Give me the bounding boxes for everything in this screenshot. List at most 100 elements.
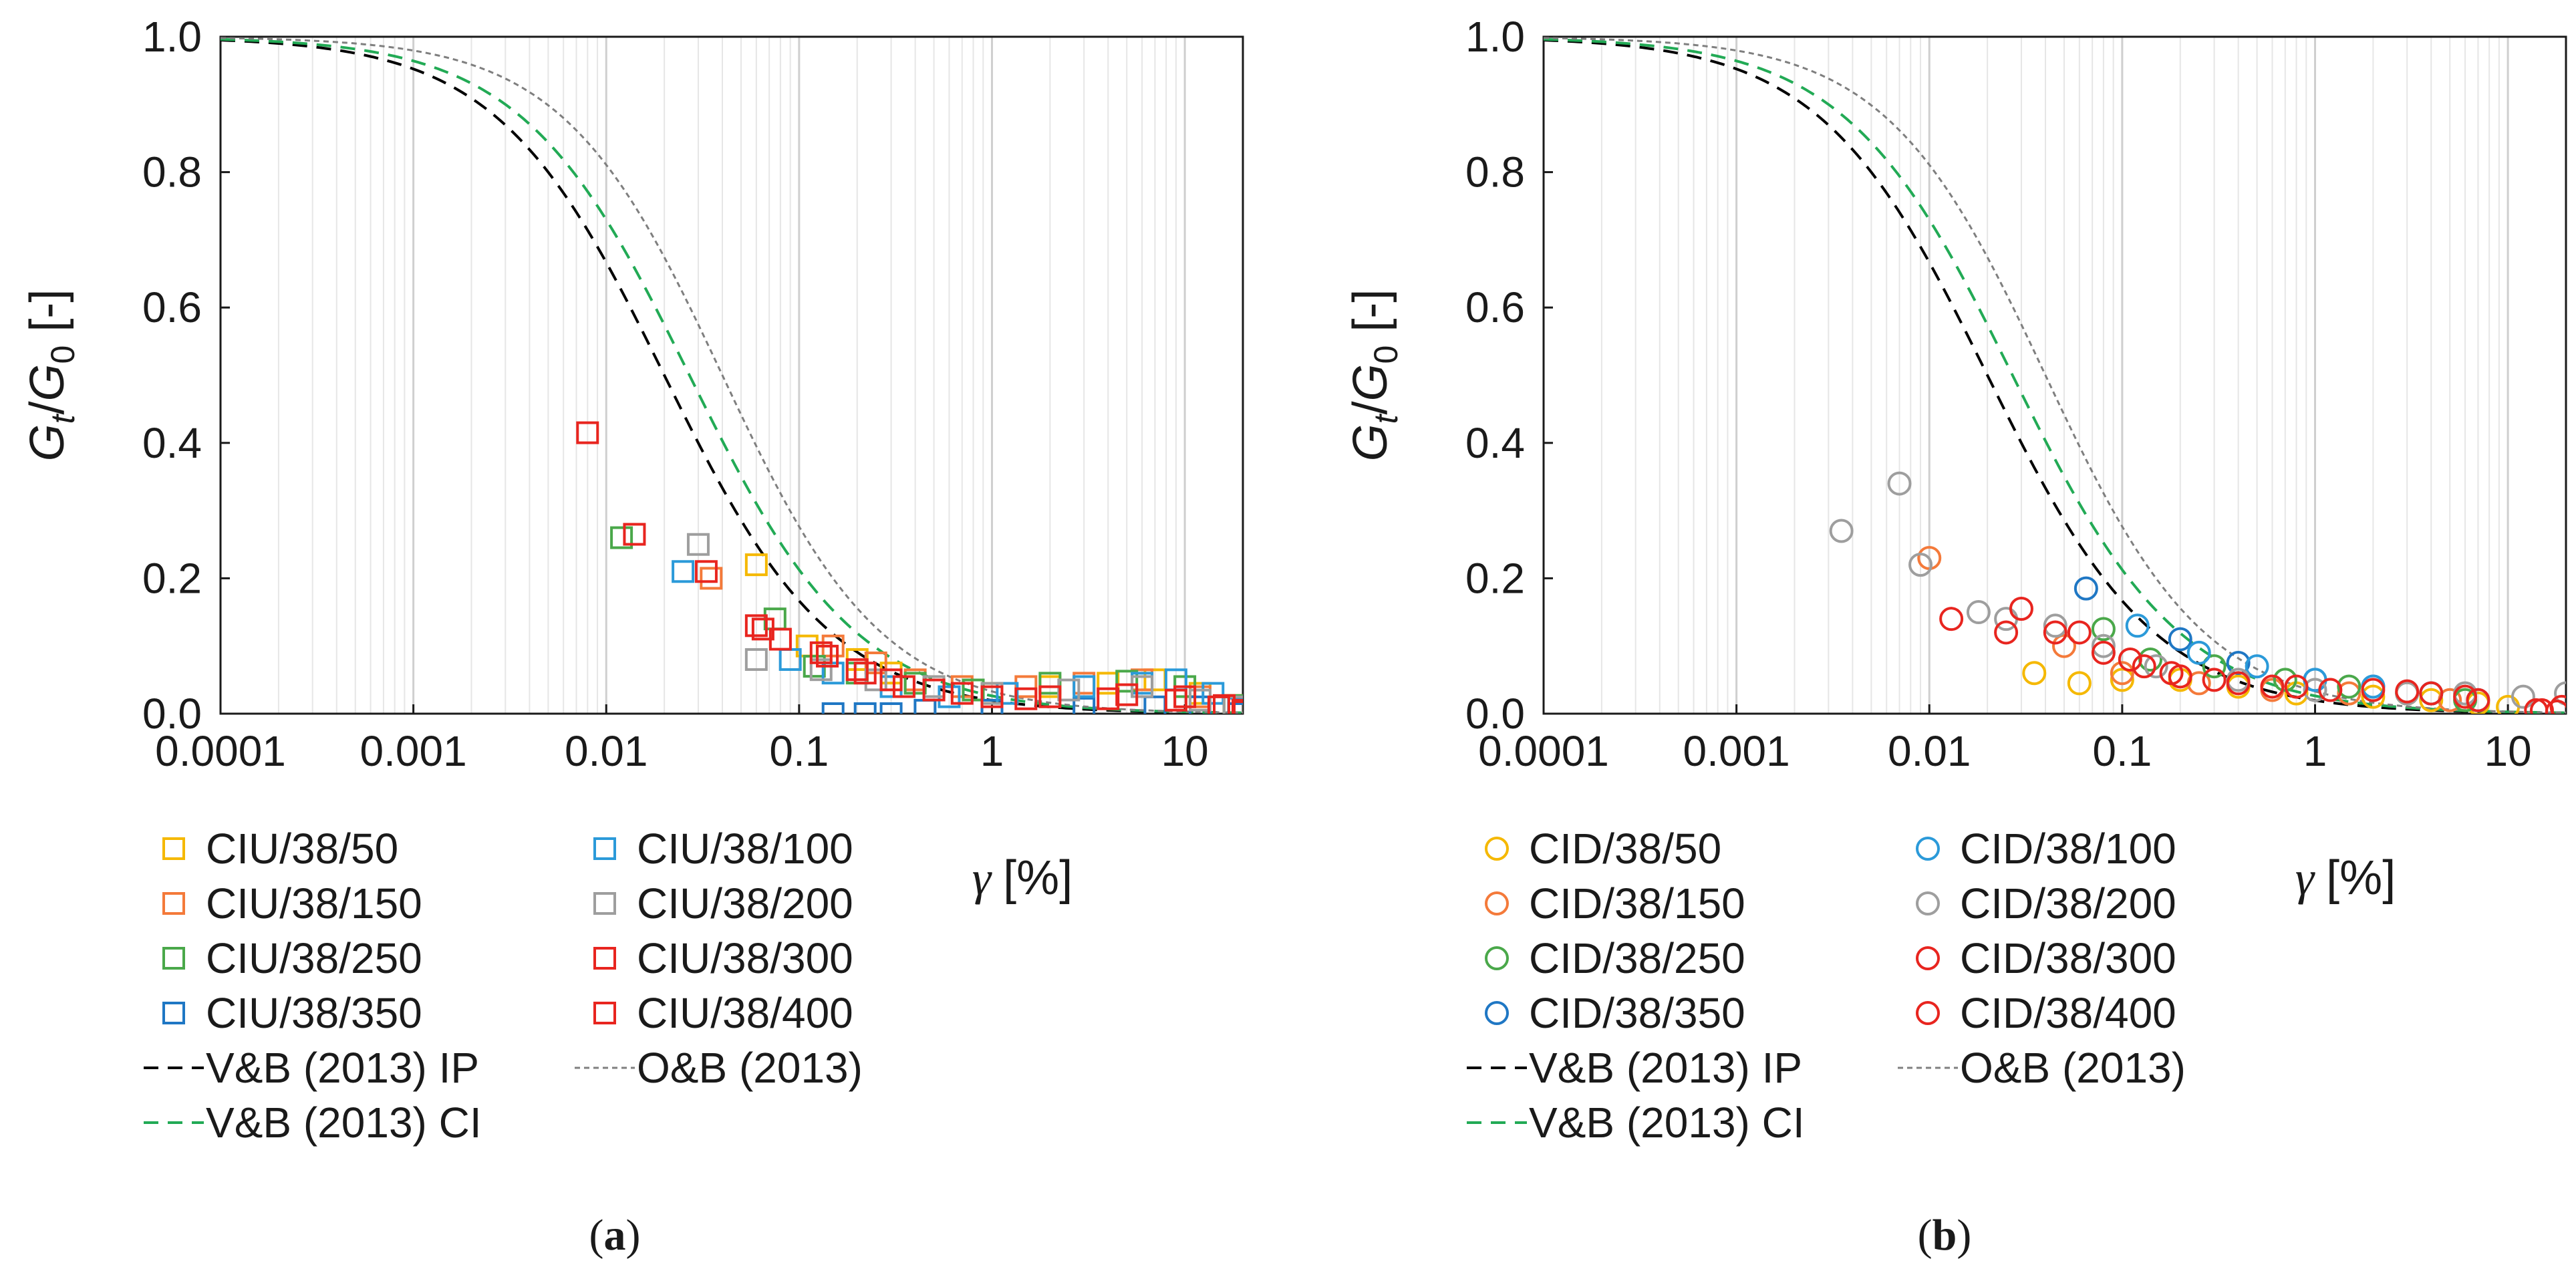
marker-series-5 xyxy=(1887,471,1912,496)
marker-series-5 xyxy=(1131,675,1154,698)
x-tick-label: 0.01 xyxy=(565,727,648,775)
marker-series-7 xyxy=(1207,695,1230,714)
y-tick-label: 1.0 xyxy=(1465,13,1525,61)
marker-series-5 xyxy=(2554,681,2566,706)
plot-frame xyxy=(1542,35,2567,715)
marker-series-2 xyxy=(2138,647,2163,672)
marker-series-3 xyxy=(913,698,937,714)
marker-series-7 xyxy=(853,662,877,685)
marker-series-6 xyxy=(809,641,833,664)
ylabel-unit: [-] xyxy=(21,289,74,345)
marker-series-6 xyxy=(2466,688,2490,712)
x-tick-label: 10 xyxy=(1161,727,1209,775)
legend-label: CID/38/250 xyxy=(1529,934,1745,982)
xlabel-symbol: γ xyxy=(972,851,992,905)
y-tick-label: 0.4 xyxy=(142,419,202,467)
marker-series-2 xyxy=(2337,674,2362,699)
marker-series-1 xyxy=(700,567,723,590)
x-tick-label: 0.0001 xyxy=(155,727,286,775)
marker-series-5 xyxy=(2303,678,2327,702)
marker-series-7 xyxy=(576,421,599,444)
marker-series-5 xyxy=(2091,633,2116,658)
y-axis-title: Gt/G0 [-] xyxy=(21,289,82,462)
x-axis-title: γ [%] xyxy=(2295,851,2396,905)
marker-series-2 xyxy=(1038,672,1062,695)
panel-paren-close: ) xyxy=(626,1211,641,1260)
marker-series-6 xyxy=(980,685,1004,708)
marker-series-7 xyxy=(2453,684,2478,709)
y-tick-label: 0.2 xyxy=(142,554,202,602)
legend-marker xyxy=(1916,837,1940,861)
marker-series-0 xyxy=(2022,661,2047,686)
data-markers xyxy=(1829,471,2566,714)
marker-series-4 xyxy=(996,682,1019,705)
marker-series-7 xyxy=(1097,687,1120,710)
ylabel-sub-0: 0 xyxy=(1367,345,1405,364)
legend-marker xyxy=(593,837,616,860)
marker-series-5 xyxy=(809,658,833,682)
legend-label: O&B (2013) xyxy=(637,1044,863,1092)
marker-series-2 xyxy=(2091,617,2116,642)
marker-series-3 xyxy=(853,702,877,714)
curve-1 xyxy=(221,37,1243,714)
marker-series-5 xyxy=(686,533,710,556)
marker-series-6 xyxy=(2132,654,2156,679)
x-tick-label: 0.1 xyxy=(2092,727,2152,775)
marker-series-0 xyxy=(2361,684,2386,709)
marker-series-5 xyxy=(1188,688,1211,712)
curve-0 xyxy=(1544,39,2566,714)
ylabel-sub-t: t xyxy=(1367,413,1405,424)
marker-series-6 xyxy=(1939,607,1964,631)
marker-series-6 xyxy=(922,678,946,702)
panel-paren-open: ( xyxy=(1918,1211,1933,1260)
marker-series-4 xyxy=(2186,640,2211,665)
legend-marker xyxy=(162,947,185,970)
legend-marker xyxy=(1916,891,1940,915)
legend-marker xyxy=(593,1002,616,1024)
marker-series-7 xyxy=(2118,647,2142,672)
marker-series-7 xyxy=(2318,678,2343,702)
legend-label: CIU/38/150 xyxy=(206,879,422,928)
marker-series-1 xyxy=(2110,661,2134,686)
legend: CID/38/50 CID/38/150 CID/38/250 CID/38/350 C… xyxy=(1467,825,2186,1147)
legend-label: V&B (2013) IP xyxy=(206,1044,479,1092)
x-tick-label: 10 xyxy=(2484,727,2532,775)
chart-panel-b: 0.0001 0.001 0.01 0.1 1 10 0.0 0.2 0.4 0.6 0.8 1.0 G… xyxy=(1344,13,2567,1260)
ylabel-g0: G xyxy=(21,364,74,401)
marker-series-4 xyxy=(2125,613,2150,638)
marker-series-6 xyxy=(2549,694,2566,714)
marker-series-0 xyxy=(744,553,768,577)
marker-series-0 xyxy=(2419,688,2444,712)
marker-series-2 xyxy=(610,526,633,549)
legend-label: CIU/38/350 xyxy=(206,989,422,1037)
marker-series-7 xyxy=(2159,661,2184,686)
marker-series-6 xyxy=(1994,620,2019,645)
legend-marker xyxy=(1916,946,1940,970)
x-tick-label: 0.001 xyxy=(1683,727,1790,775)
marker-series-7 xyxy=(2009,596,2033,621)
model-curves xyxy=(221,37,1243,714)
marker-series-3 xyxy=(1227,702,1243,714)
marker-series-6 xyxy=(879,668,903,692)
chart-panel-a: 0.0001 0.001 0.01 0.1 1 10 0.0 0.2 0.4 0.6 0.8 1.0 G… xyxy=(21,13,1244,1260)
legend-marker xyxy=(593,892,616,915)
marker-series-6 xyxy=(2226,671,2251,696)
legend-label: CIU/38/200 xyxy=(637,879,853,928)
y-tick-label: 1.0 xyxy=(142,13,202,61)
marker-series-7 xyxy=(1232,700,1243,714)
marker-series-6 xyxy=(1213,694,1236,714)
marker-series-0 xyxy=(2067,671,2092,696)
legend-label: CID/38/150 xyxy=(1529,879,1745,928)
legend-label: CIU/38/50 xyxy=(206,825,398,873)
marker-series-3 xyxy=(2073,576,2098,601)
ylabel-sub-t: t xyxy=(44,413,82,424)
ylabel-g: G xyxy=(1344,424,1397,461)
marker-series-6 xyxy=(2284,674,2309,699)
marker-series-5 xyxy=(744,648,768,671)
legend-label: CIU/38/250 xyxy=(206,934,422,982)
panel-letter: b xyxy=(1933,1211,1957,1260)
legend-marker xyxy=(1485,837,1509,861)
ylabel-unit: [-] xyxy=(1344,289,1397,345)
marker-series-4 xyxy=(2245,654,2269,679)
